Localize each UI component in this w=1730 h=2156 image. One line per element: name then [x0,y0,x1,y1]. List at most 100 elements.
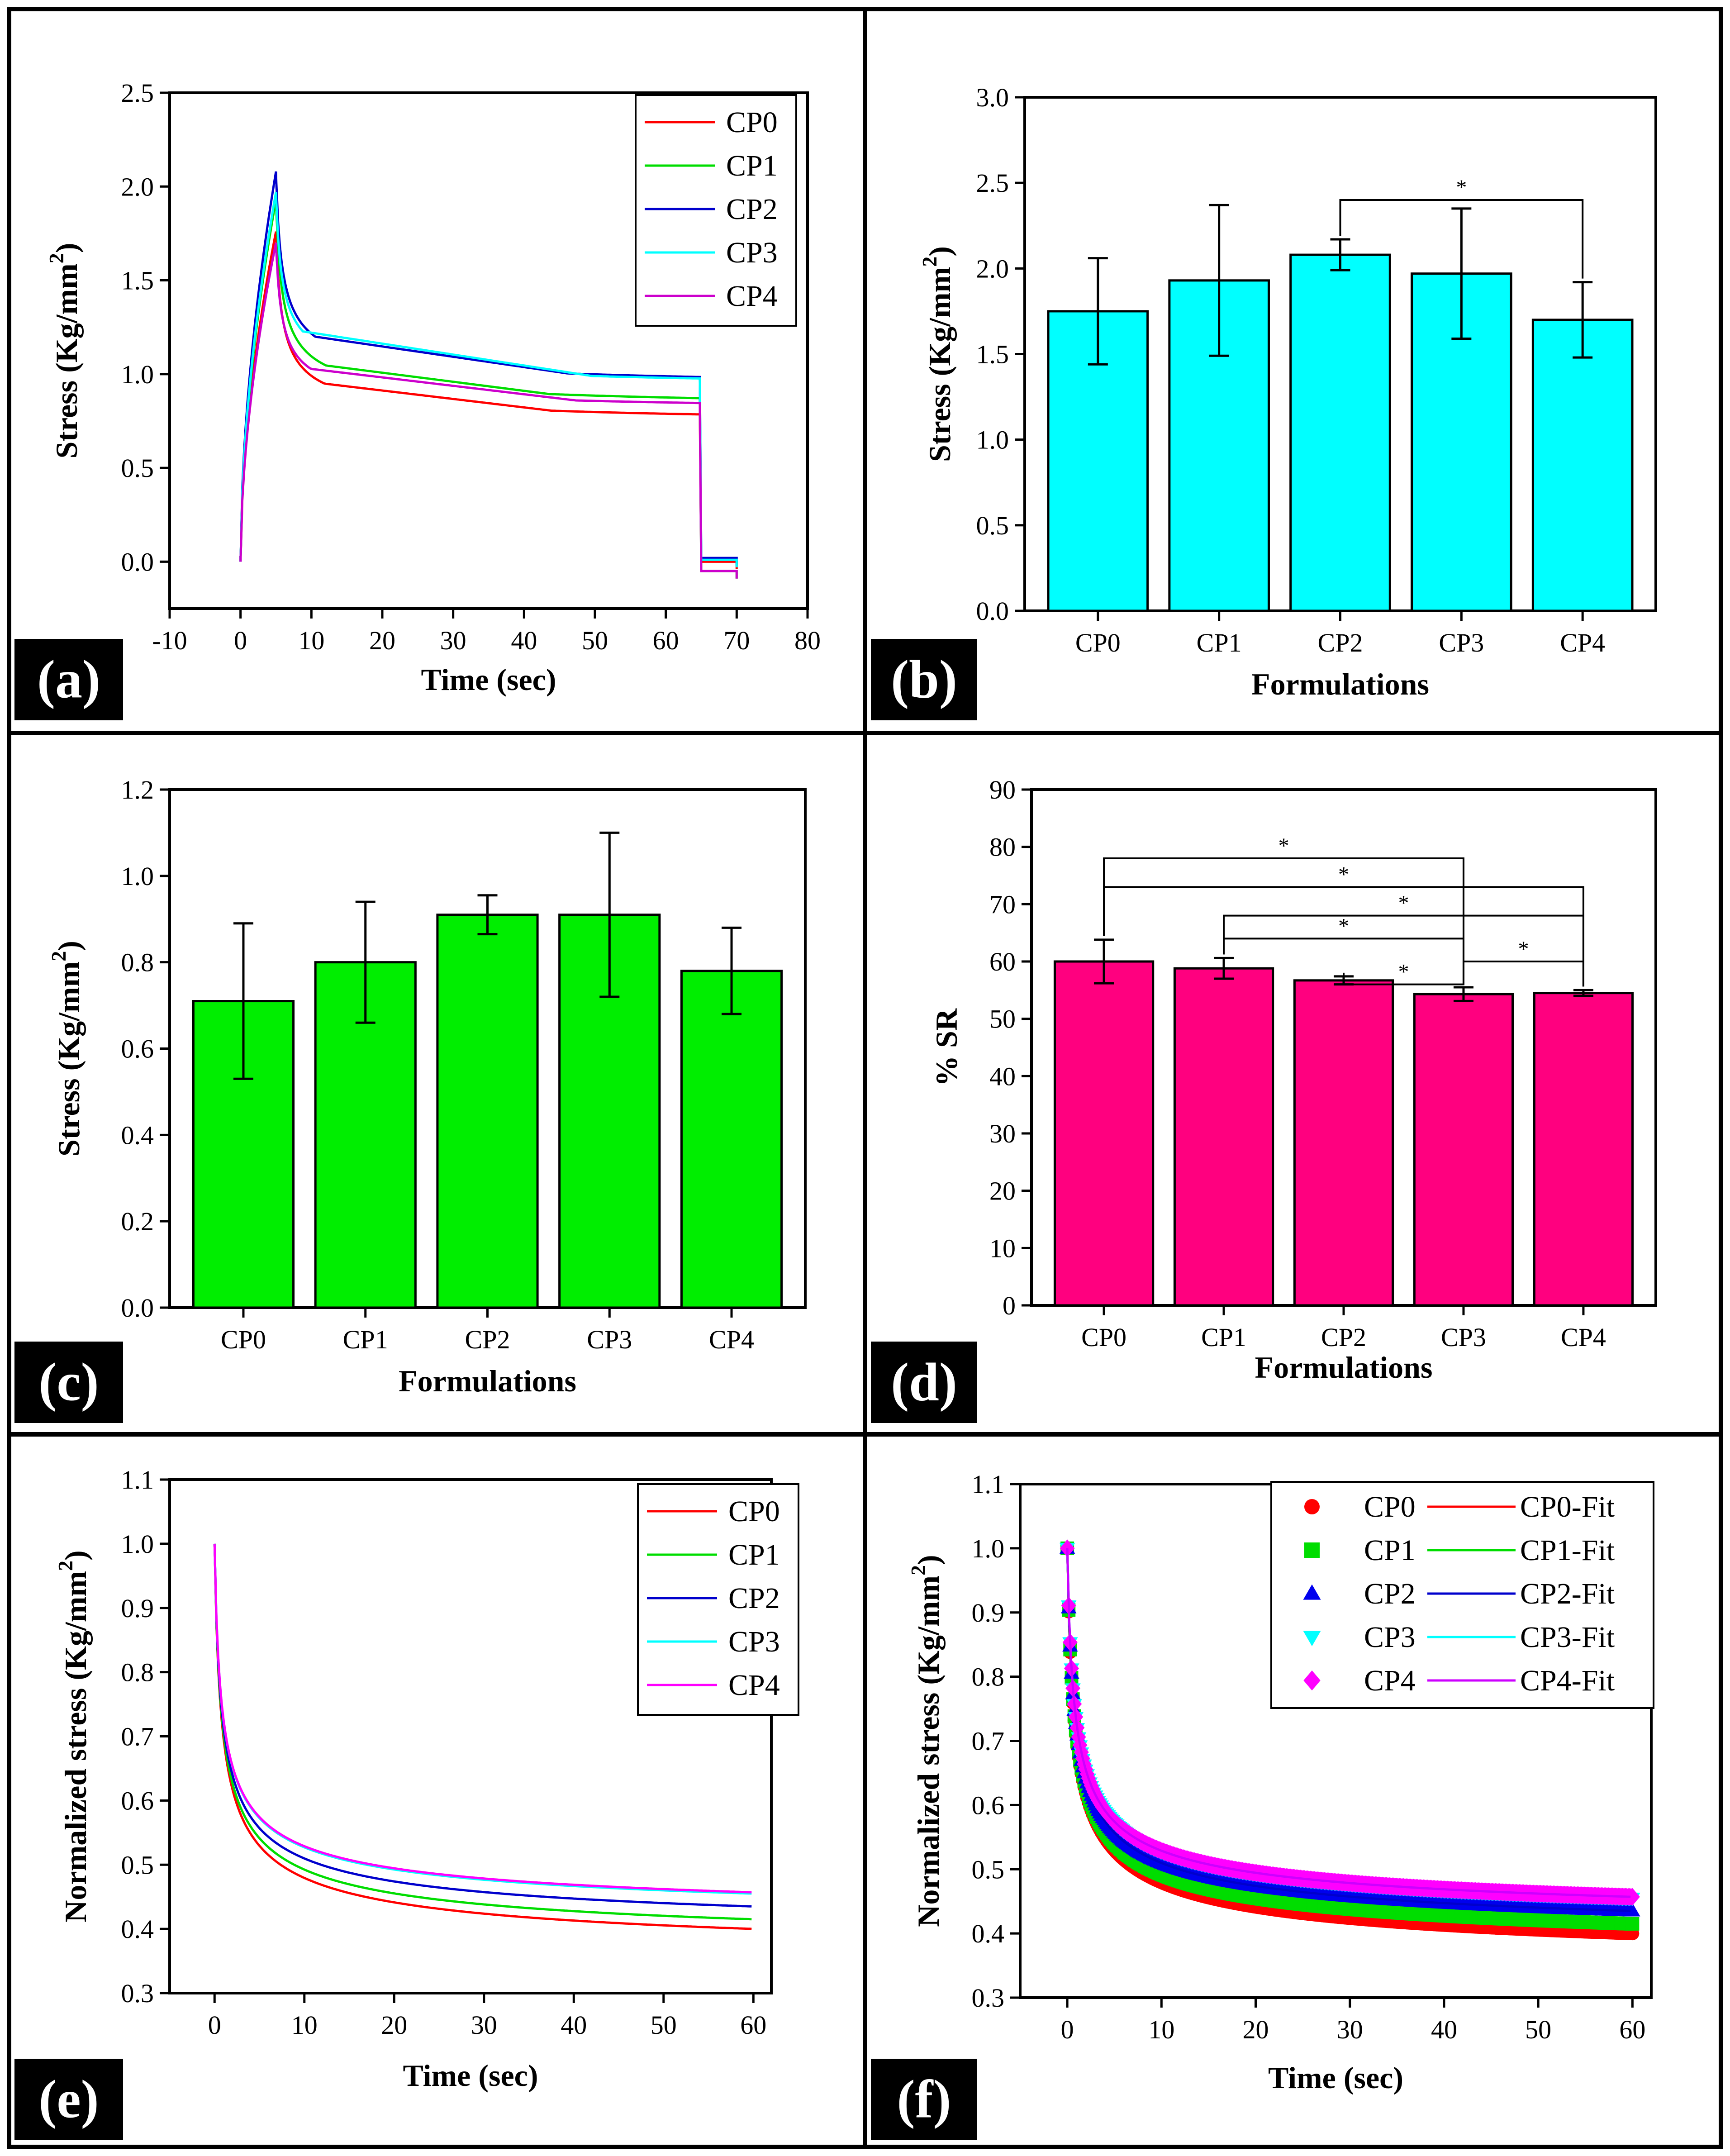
y-tick-label: 10 [989,1233,1016,1263]
series-line-cp4 [213,1543,752,1894]
panel-e: (e) Time (sec) Normalized stress (Kg/mm2) 0… [14,1465,799,2140]
x-axis-label: Formulations [399,1364,576,1398]
legend-label-cp4: CP4 [728,1669,780,1702]
x-tick-label: 0 [1061,2015,1074,2044]
y-axis-label-end: ) [58,1550,93,1561]
y-axis-label-sup: 2 [907,1565,930,1575]
significance-star: * [1456,176,1467,200]
x-tick-label: 20 [1243,2015,1269,2044]
legend-label-cp0-fit: CP0-Fit [1520,1490,1615,1523]
x-axis-label: Time (sec) [421,662,556,697]
legend-label-cp3: CP3 [726,236,778,269]
bar-cp1 [1173,967,1274,1307]
category-label-cp4: CP4 [709,1325,754,1354]
y-axis-label-text: Normalized stress (Kg/mm [911,1575,946,1927]
y-tick-label: 80 [989,833,1016,862]
significance-bracket [1223,914,1584,987]
legend-label-cp2-fit: CP2-Fit [1520,1577,1615,1610]
panel-tag: (b) [891,649,957,709]
significance-star: * [1338,862,1349,886]
significance-bracket [1103,857,1464,984]
y-tick-label: 0.8 [121,1658,154,1687]
x-tick-label: 10 [298,626,324,655]
y-tick-label: 2.5 [121,78,154,108]
category-label-cp3: CP3 [587,1325,632,1354]
y-tick-label: 1.0 [976,425,1009,455]
y-tick-label: 0.0 [121,1293,154,1323]
y-tick-label: 0.6 [121,1034,154,1064]
y-tick-label: 1.1 [972,1470,1005,1499]
y-tick-label: 1.5 [976,340,1009,369]
y-tick-label: 0.4 [972,1919,1005,1948]
panel-tag-box [871,1342,977,1423]
plot-frame [168,91,809,610]
bar-cp2 [1293,979,1394,1307]
category-label-cp2: CP2 [1318,628,1363,657]
y-tick-label: 1.5 [121,266,154,295]
category-label-cp4: CP4 [1560,628,1605,657]
y-axis-label-text: % SR [929,1008,964,1086]
panel-tag-box [14,1342,123,1423]
legend-box [1270,1481,1654,1709]
panel-tag: (d) [891,1352,957,1412]
y-tick-label: 70 [989,890,1016,919]
legend-label-cp0: CP0 [1364,1490,1416,1523]
y-tick-label: 20 [989,1176,1016,1206]
panel-tag-box [871,2059,977,2140]
y-tick-label: 0.6 [972,1790,1005,1820]
panel-b: (b) Formulations Stress (Kg/mm2) 0.0 0.5 1.0 1… [871,83,1657,720]
x-tick-label: 40 [561,2010,587,2040]
y-tick-label: 0.2 [121,1207,154,1236]
panel-tag: (a) [37,649,100,709]
category-label-cp1: CP1 [343,1325,388,1354]
significance-star: * [1398,960,1409,984]
bar-cp4 [680,970,783,1309]
panel-f: (f) Time (sec) Normalized stress (Kg/mm2) 0… [871,1470,1654,2140]
x-tick-label: 20 [381,2010,407,2040]
x-axis-label: Time (sec) [403,2058,538,2093]
category-label-cp1: CP1 [1201,1323,1246,1352]
category-label-cp0: CP0 [1081,1323,1126,1352]
fit-line-cp2 [1066,1548,1631,1912]
y-tick-label: 0.6 [121,1786,154,1815]
y-axis-label-end: ) [922,246,957,257]
significance-star: * [1398,891,1409,915]
legend-marker-cp3 [1303,1631,1321,1647]
legend-label-cp2: CP2 [1364,1577,1416,1610]
x-tick-label: 60 [740,2010,766,2040]
fit-line-cp4 [1066,1548,1631,1898]
y-axis-label-text: Stress (Kg/mm [922,267,957,462]
y-tick-label: 1.0 [121,1529,154,1559]
x-axis-label: Formulations [1255,1350,1433,1385]
y-tick-label: 30 [989,1119,1016,1148]
legend-label-cp2: CP2 [728,1582,780,1615]
series-line-cp3 [239,192,738,567]
x-tick-label: 70 [723,626,750,655]
data-point [1625,1903,1640,1917]
x-axis-label: Formulations [1251,667,1429,701]
y-tick-label: 0.4 [121,1120,154,1150]
y-tick-label: 2.0 [976,254,1009,283]
x-tick-label: 60 [653,626,679,655]
category-label-cp2: CP2 [465,1325,510,1354]
series-line-cp4 [239,243,738,579]
y-tick-label: 1.1 [121,1465,154,1494]
x-tick-label: 30 [471,2010,497,2040]
legend-label-cp3: CP3 [728,1625,780,1658]
y-axis-label-sup: 2 [918,257,941,267]
legend-marker-cp0 [1304,1499,1320,1514]
fit-line-cp1 [1066,1548,1631,1925]
x-tick-label: 80 [794,626,821,655]
significance-star: * [1278,834,1289,858]
panel-tag-box [871,639,977,720]
legend-label-cp0: CP0 [728,1495,780,1528]
y-axis-label-sup: 2 [45,253,68,263]
panel-d: (d) Formulations % SR 0 10 20 30 40 50 60 70 80 90 CP… [871,775,1657,1423]
bar-cp2 [1289,253,1391,612]
legend-label-cp3-fit: CP3-Fit [1520,1621,1615,1654]
bar-cp4 [1533,992,1634,1307]
bar-cp3 [1413,993,1514,1307]
legend-marker-cp1 [1304,1542,1320,1558]
y-tick-label: 0.0 [121,547,154,576]
y-axis-label-text: Stress (Kg/mm [52,961,86,1157]
